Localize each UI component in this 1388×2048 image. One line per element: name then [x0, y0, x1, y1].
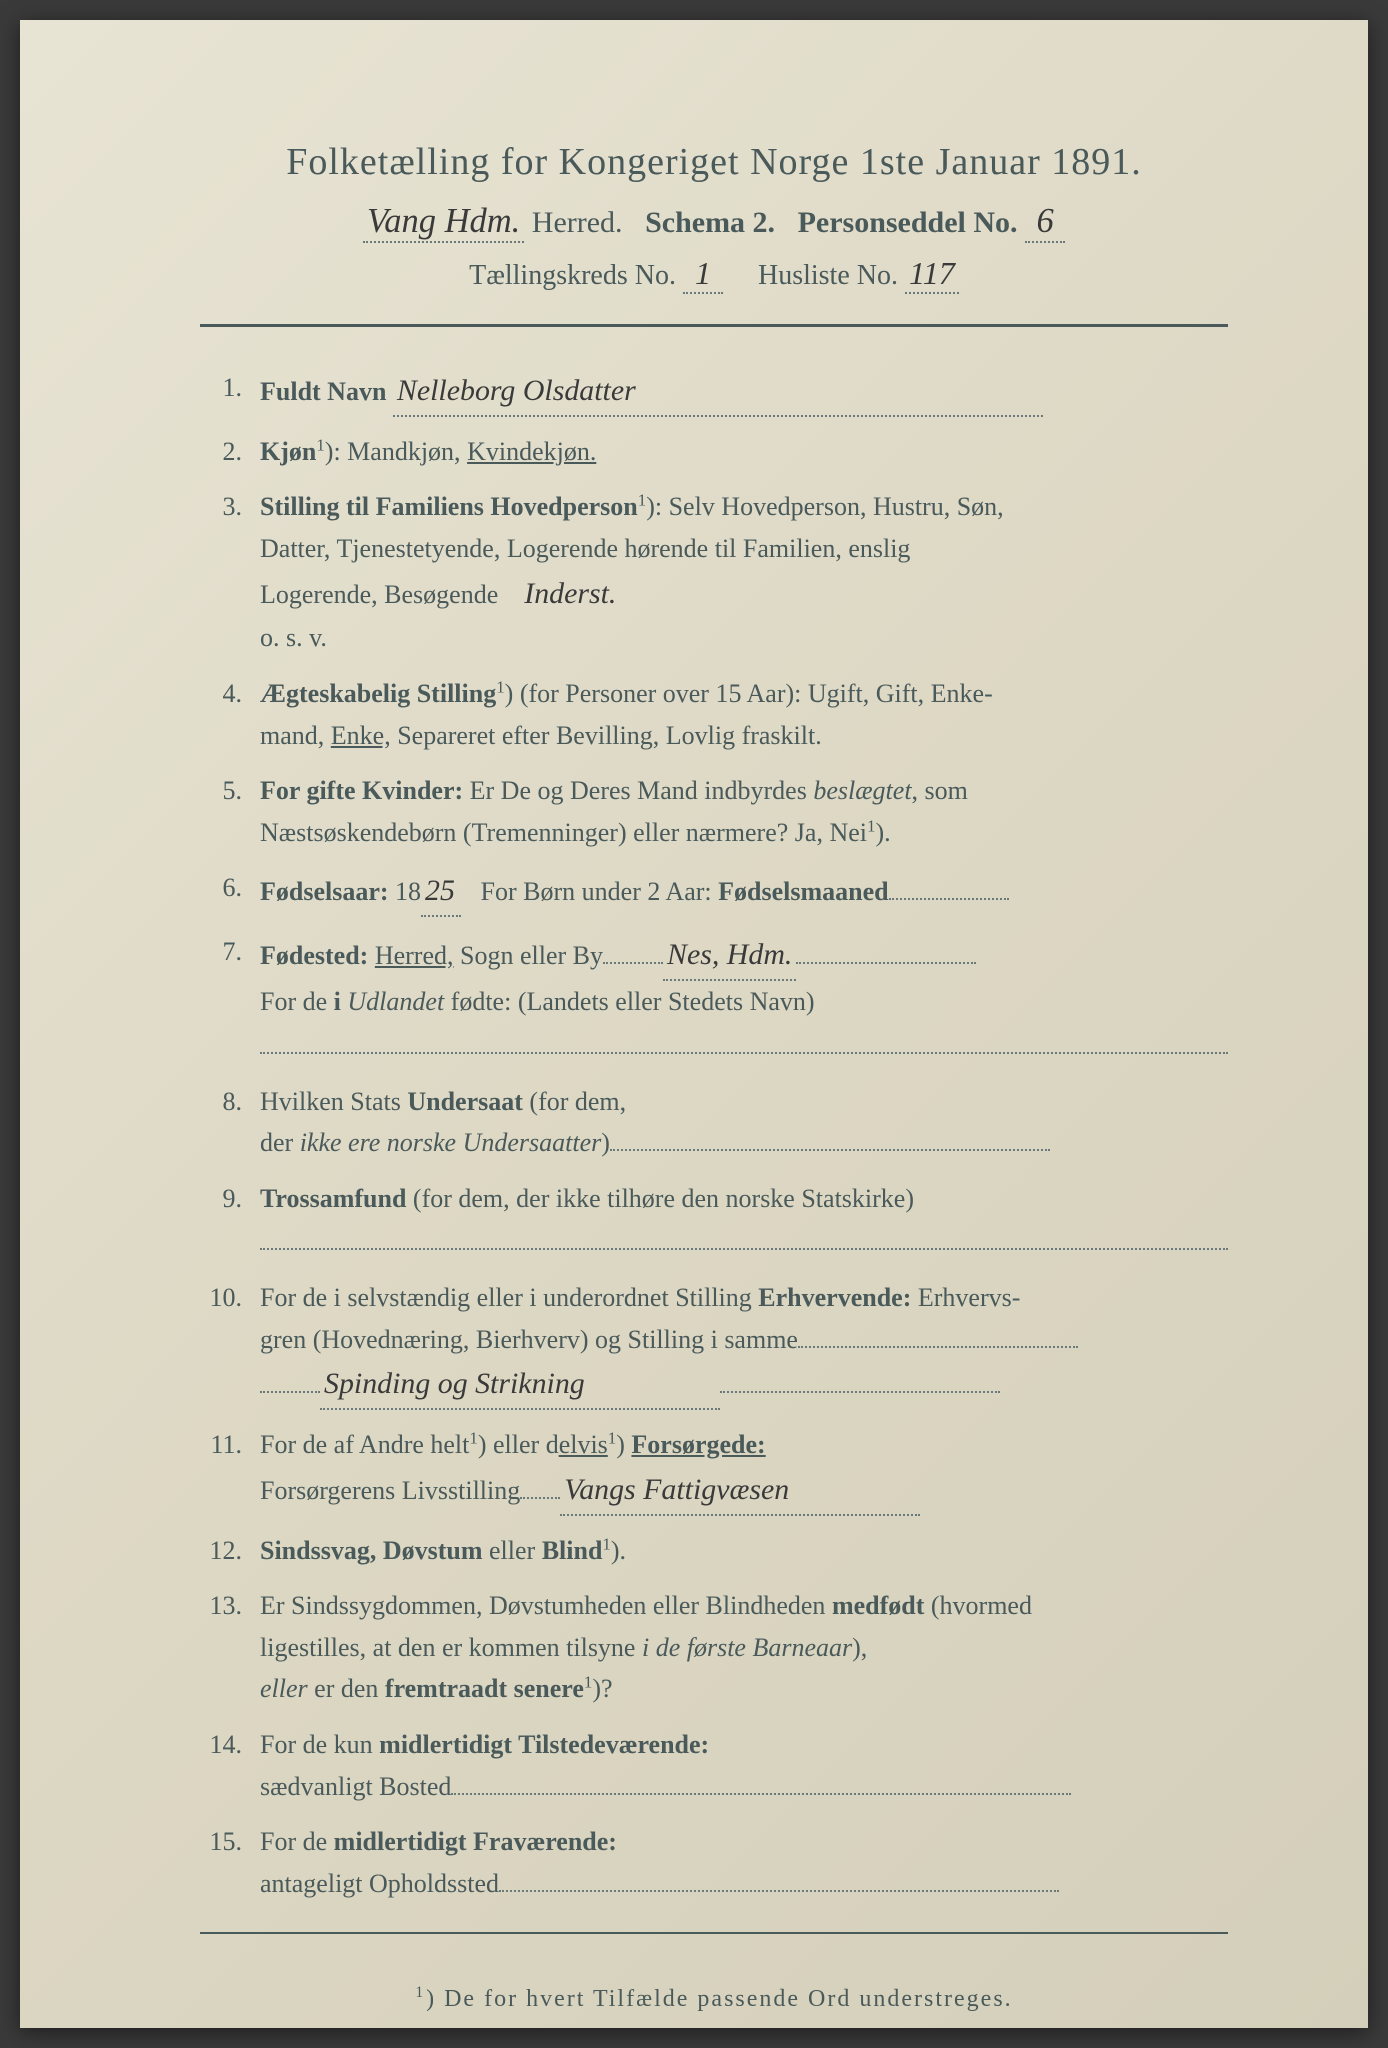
- divider-bottom: [200, 1932, 1228, 1934]
- personseddel-no: 6: [1025, 202, 1065, 243]
- position-value: Inderst.: [524, 577, 616, 610]
- header-row-1: Vang Hdm. Herred. Schema 2. Personseddel…: [200, 202, 1228, 243]
- field-5: 5. For gifte Kvinder: Er De og Deres Man…: [200, 770, 1228, 853]
- field-2: 2. Kjøn1): Mandkjøn, Kvindekjøn.: [200, 431, 1228, 473]
- field-1: 1. Fuldt Navn Nelleborg Olsdatter: [200, 367, 1228, 417]
- field-12: 12. Sindssvag, Døvstum eller Blind1).: [200, 1530, 1228, 1572]
- husliste-label: Husliste No.: [758, 260, 898, 291]
- field-4: 4. Ægteskabelig Stilling1) (for Personer…: [200, 673, 1228, 756]
- field-11: 11. For de af Andre helt1) eller delvis1…: [200, 1424, 1228, 1515]
- kreds-label: Tællingskreds No.: [469, 260, 676, 291]
- field-3: 3. Stilling til Familiens Hovedperson1):…: [200, 486, 1228, 659]
- divider-top: [200, 324, 1228, 327]
- schema-label: Schema 2.: [645, 206, 775, 239]
- header-row-2: Tællingskreds No. 1 Husliste No. 117: [200, 255, 1228, 294]
- field-13: 13. Er Sindssygdommen, Døvstumheden elle…: [200, 1585, 1228, 1710]
- field-10: 10. For de i selvstændig eller i underor…: [200, 1277, 1228, 1410]
- name-value: Nelleborg Olsdatter: [393, 367, 1043, 417]
- field-7: 7. Fødested: Herred, Sogn eller ByNes, H…: [200, 931, 1228, 1066]
- birthplace-value: Nes, Hdm.: [663, 931, 796, 981]
- herred-value: Vang Hdm.: [363, 202, 524, 243]
- page-title: Folketælling for Kongeriget Norge 1ste J…: [200, 140, 1228, 184]
- herred-label: Herred.: [532, 206, 623, 239]
- field-15: 15. For de midlertidigt Fraværende: anta…: [200, 1821, 1228, 1904]
- field-14: 14. For de kun midlertidigt Tilstedevære…: [200, 1724, 1228, 1807]
- footnote: 1) De for hvert Tilfælde passende Ord un…: [200, 1984, 1228, 2013]
- provider-value: Vangs Fattigvæsen: [560, 1466, 920, 1516]
- kreds-no: 1: [683, 255, 723, 294]
- field-9: 9. Trossamfund (for dem, der ikke tilhør…: [200, 1178, 1228, 1263]
- birthyear-value: 25: [421, 867, 461, 917]
- field-6: 6. Fødselsaar: 1825 For Børn under 2 Aar…: [200, 867, 1228, 917]
- personseddel-label: Personseddel No.: [798, 206, 1018, 239]
- field-8: 8. Hvilken Stats Undersaat (for dem, der…: [200, 1081, 1228, 1164]
- husliste-no: 117: [905, 255, 959, 294]
- occupation-value: Spinding og Strikning: [320, 1360, 720, 1410]
- census-form-page: Folketælling for Kongeriget Norge 1ste J…: [20, 20, 1368, 2028]
